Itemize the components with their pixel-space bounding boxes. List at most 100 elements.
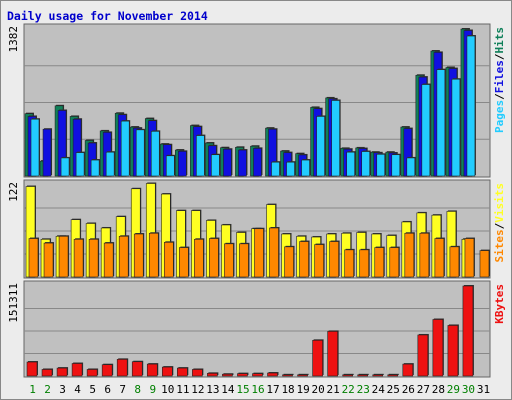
bar-kbytes-day-12: [192, 369, 203, 377]
bar-sites-day-24: [374, 247, 385, 278]
bar-sites-day-28: [434, 238, 445, 278]
bar-sites-day-27: [419, 232, 430, 278]
bar-sites-day-2: [43, 242, 54, 278]
bar-sites-day-20: [314, 244, 324, 278]
x-tick-label: 6: [104, 383, 111, 396]
x-tick-label: 21: [327, 383, 340, 396]
bar-shadow: [373, 373, 384, 375]
legend-entry-pages: Pages: [493, 100, 506, 133]
bar-pages-day-10: [165, 155, 175, 177]
bar-sites-day-13: [209, 238, 219, 278]
x-tick-label: 20: [312, 383, 325, 396]
bar-pages-day-30: [466, 35, 476, 177]
bar-kbytes-day-2: [41, 369, 53, 377]
bar-kbytes-day-1: [26, 361, 38, 377]
legend-entry-hits: Hits: [493, 27, 506, 54]
bar-kbytes-day-23: [357, 374, 369, 377]
x-tick-label: 14: [221, 383, 235, 396]
chart-title: Daily usage for November 2014: [7, 9, 208, 23]
bar-pages-day-24: [376, 154, 386, 177]
bar-shadow: [388, 373, 399, 375]
bar-kbytes-day-21: [327, 331, 338, 377]
bar-pages-day-19: [301, 159, 310, 177]
x-tick-label: 31: [477, 383, 490, 396]
bar-kbytes-day-30: [462, 285, 474, 377]
bar-shadow: [343, 373, 354, 375]
bar-kbytes-day-3: [56, 367, 68, 377]
x-tick-label: 30: [462, 383, 475, 396]
bar-kbytes-day-14: [222, 373, 233, 377]
bar-pages-day-29: [451, 78, 461, 177]
x-tick-label: 18: [281, 383, 294, 396]
x-tick-label: 10: [161, 383, 174, 396]
legend-separator: /: [493, 222, 506, 229]
bar-pages-day-8: [135, 129, 145, 177]
bar-sites-day-15: [239, 243, 249, 278]
bar-sites-day-26: [404, 232, 415, 278]
x-tick-label: 1: [29, 383, 36, 396]
y-max-label-middle: 122: [7, 182, 20, 202]
bar-sites-day-23: [359, 249, 370, 278]
bar-kbytes-day-5: [86, 369, 98, 377]
bar-files-day-15: [238, 149, 247, 177]
bar-sites-day-18: [284, 246, 294, 278]
legend-middle: Sites/Visits: [493, 183, 506, 263]
legend-entry-visits: Visits: [493, 183, 506, 223]
bar-kbytes-day-11: [177, 367, 188, 377]
bar-files-day-11: [178, 151, 187, 177]
legend-separator: /: [493, 53, 506, 60]
legend-top: Pages/Files/Hits: [493, 27, 506, 133]
bar-pages-day-20: [316, 116, 325, 177]
bar-pages-day-7: [120, 120, 130, 177]
bar-kbytes-day-26: [402, 363, 414, 377]
bar-sites-day-6: [103, 242, 114, 278]
x-tick-label: 26: [402, 383, 415, 396]
legend-entry-sites: Sites: [493, 229, 506, 262]
x-tick-label: 19: [296, 383, 309, 396]
bar-sites-day-30: [464, 238, 475, 278]
x-tick-label: 13: [206, 383, 219, 396]
bar-sites-day-8: [133, 233, 144, 278]
bar-pages-day-6: [105, 151, 115, 177]
bar-sites-day-14: [224, 243, 234, 278]
bar-sites-day-21: [329, 241, 339, 278]
x-tick-label: 2: [44, 383, 51, 396]
bar-kbytes-day-27: [417, 334, 429, 377]
x-tick-label: 8: [134, 383, 141, 396]
bar-sites-day-3: [58, 235, 69, 278]
x-tick-label: 4: [74, 383, 81, 396]
legend-entry-kbytes: KBytes: [493, 284, 506, 324]
x-tick-label: 11: [176, 383, 189, 396]
bar-kbytes-day-16: [252, 373, 263, 377]
bar-kbytes-day-4: [71, 363, 83, 377]
x-tick-label: 24: [372, 383, 386, 396]
bar-kbytes-day-6: [101, 364, 113, 377]
bar-sites-day-10: [163, 242, 174, 278]
bar-kbytes-day-29: [447, 325, 459, 377]
bar-sites-day-5: [88, 238, 99, 278]
bar-files-day-14: [223, 148, 232, 177]
bar-kbytes-day-8: [131, 361, 143, 377]
bar-kbytes-day-13: [207, 373, 218, 377]
bar-sites-day-4: [73, 238, 84, 278]
bar-kbytes-day-15: [237, 373, 248, 377]
bar-sites-day-12: [194, 238, 204, 278]
x-tick-label: 23: [357, 383, 370, 396]
bar-pages-day-28: [436, 69, 446, 177]
bar-sites-day-19: [299, 241, 309, 278]
bar-shadow: [298, 373, 309, 375]
bar-sites-day-7: [118, 235, 129, 278]
bar-shadow: [283, 373, 294, 375]
bar-pages-day-17: [271, 161, 280, 177]
x-tick-label: 15: [236, 383, 249, 396]
x-tick-label: 28: [432, 383, 445, 396]
x-tick-label: 5: [89, 383, 96, 396]
bars-layer: [24, 28, 490, 377]
bar-pages-day-26: [406, 157, 416, 177]
bar-sites-day-1: [28, 238, 39, 278]
legend-bottom: KBytes: [493, 284, 506, 324]
y-max-label-top: 1382: [7, 26, 20, 53]
bar-sites-day-17: [269, 227, 279, 278]
bar-kbytes-day-28: [432, 319, 444, 377]
